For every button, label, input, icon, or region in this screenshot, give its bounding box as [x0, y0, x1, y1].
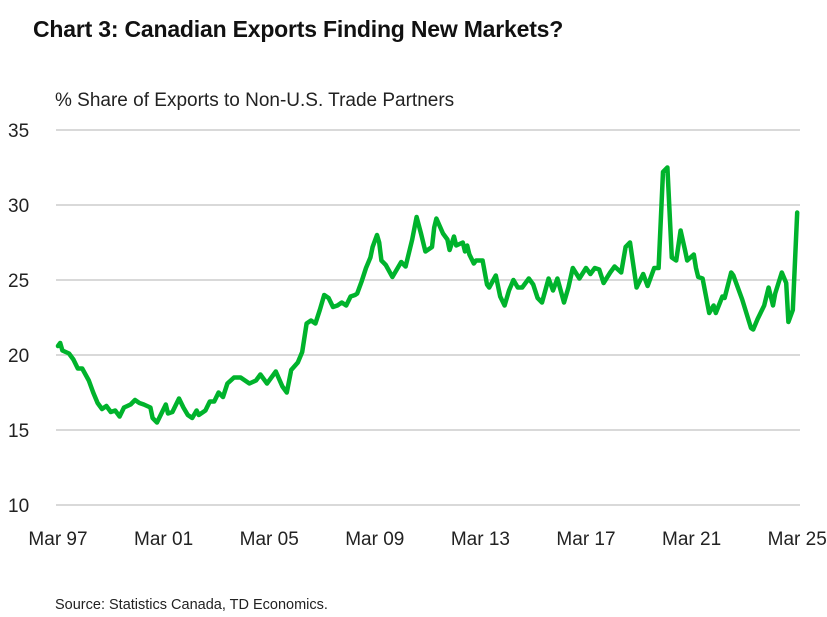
x-tick-label: Mar 13: [451, 529, 510, 550]
x-tick-label: Mar 21: [662, 529, 721, 550]
x-tick-label: Mar 01: [134, 529, 193, 550]
x-tick-label: Mar 17: [556, 529, 615, 550]
y-tick-label: 15: [8, 421, 29, 442]
y-tick-label: 30: [8, 196, 29, 217]
chart-title: Chart 3: Canadian Exports Finding New Ma…: [33, 16, 564, 42]
y-tick-label: 35: [8, 121, 29, 142]
x-tick-label: Mar 97: [28, 529, 87, 550]
series-line: [55, 165, 800, 425]
y-tick-label: 20: [8, 346, 29, 367]
x-tick-label: Mar 25: [768, 529, 827, 550]
y-tick-label: 10: [8, 496, 29, 517]
y-axis-label: % Share of Exports to Non-U.S. Trade Par…: [55, 90, 455, 111]
x-tick-label: Mar 05: [240, 529, 299, 550]
x-tick-label: Mar 09: [345, 529, 404, 550]
y-tick-label: 25: [8, 271, 29, 292]
source-note: Source: Statistics Canada, TD Economics.: [55, 597, 328, 613]
